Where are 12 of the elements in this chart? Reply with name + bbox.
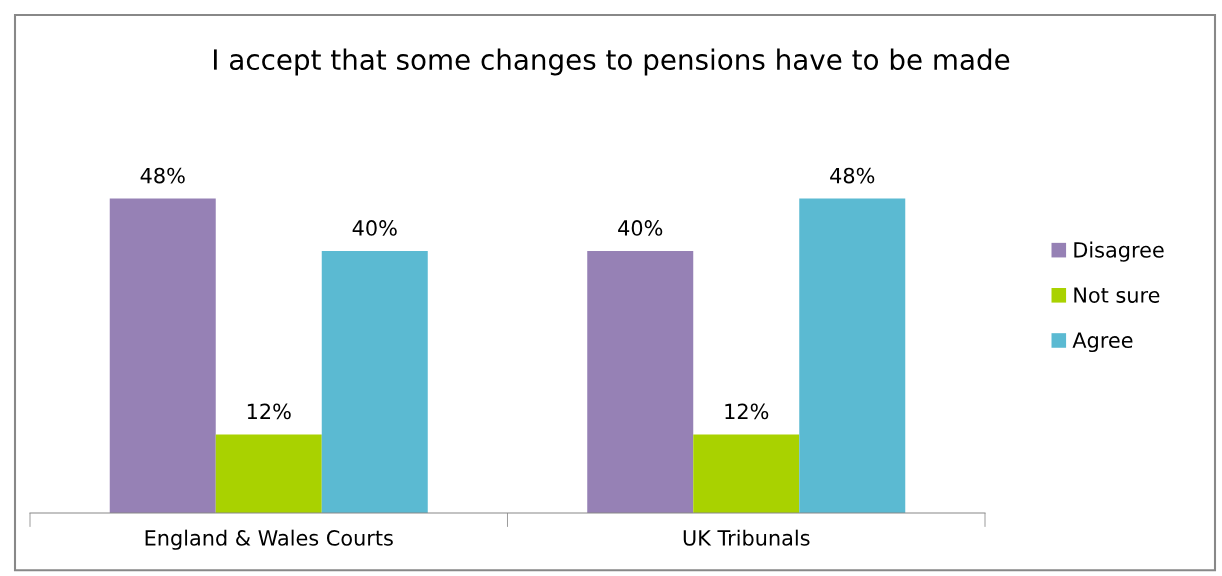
legend-label: Disagree [1074,241,1164,262]
data-label: 48% [830,167,875,184]
x-tick-label: UK Tribunals [683,529,810,546]
data-label: 48% [140,167,185,184]
data-label: 12% [247,403,291,420]
legend-label: Not sure [1074,287,1160,303]
legend-label: Agree [1072,332,1133,353]
x-tick-label: England & Wales Courts [145,529,393,550]
data-label: 40% [618,220,663,236]
chart-title: I accept that some changes to pensions have to be made [214,48,1010,76]
data-label: 12% [725,403,769,420]
data-label: 40% [352,220,397,236]
